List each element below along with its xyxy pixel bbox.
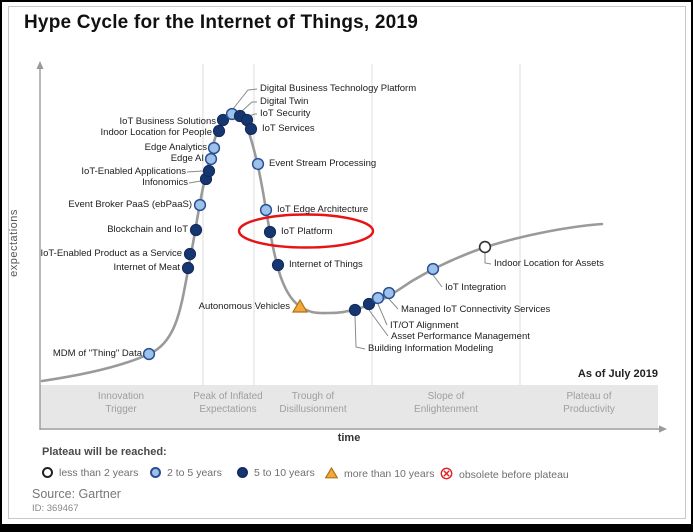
legend-label: less than 2 years bbox=[59, 467, 139, 479]
label-infonomics: Infonomics bbox=[142, 177, 188, 188]
phase-trough-of-disillusionment: Trough of Disillusionment bbox=[279, 391, 347, 415]
label-iot-security: IoT Security bbox=[260, 108, 311, 119]
label-iot-services: IoT Services bbox=[262, 123, 315, 134]
chart-title: Hype Cycle for the Internet of Things, 2… bbox=[24, 12, 418, 33]
phase-slope-of-enlightenment: Slope of Enlightenment bbox=[414, 391, 478, 415]
leader-line-building-information-modeling bbox=[354, 315, 366, 350]
label-edge-analytics: Edge Analytics bbox=[144, 142, 207, 153]
label-mdm-of-thing-data: MDM of "Thing" Data bbox=[52, 348, 142, 359]
label-autonomous-vehicles: Autonomous Vehicles bbox=[198, 301, 290, 312]
phase-band bbox=[40, 385, 658, 428]
point-internet-of-meat bbox=[181, 261, 195, 275]
leader-line-managed-iot-connectivity-services bbox=[388, 298, 399, 310]
as-of-date: As of July 2019 bbox=[577, 368, 658, 380]
legend-item-obsolete-before-plateau: obsolete before plateau bbox=[440, 467, 569, 481]
leader-line-iot-enabled-applications bbox=[186, 170, 204, 173]
more-than-10-years-triangle-icon bbox=[324, 466, 339, 479]
highlight-ellipse bbox=[237, 213, 375, 249]
point-iot-integration bbox=[426, 262, 440, 276]
leader-line-digital-twin bbox=[241, 101, 257, 112]
legend-heading: Plateau will be reached: bbox=[42, 446, 167, 458]
leader-line-digital-business-technology-platform bbox=[232, 88, 258, 110]
point-iot-edge-architecture bbox=[259, 203, 273, 217]
legend-label: 5 to 10 years bbox=[254, 467, 315, 479]
label-internet-of-meat: Internet of Meat bbox=[113, 262, 180, 273]
leader-line-indoor-location-for-assets bbox=[484, 253, 492, 265]
point-iot-services bbox=[244, 122, 258, 136]
leader-line-iot-security bbox=[248, 113, 257, 117]
point-autonomous-vehicles bbox=[291, 298, 309, 313]
label-building-information-modeling: Building Information Modeling bbox=[368, 343, 494, 354]
legend-label: 2 to 5 years bbox=[167, 467, 222, 479]
label-iot-business-solutions: IoT Business Solutions bbox=[119, 116, 216, 127]
document-id: ID: 369467 bbox=[32, 503, 79, 514]
point-managed-iot-connectivity-services bbox=[382, 286, 396, 300]
less-than-2-years-circle-icon bbox=[42, 467, 53, 478]
label-blockchain-and-iot: Blockchain and IoT bbox=[107, 224, 188, 235]
point-iot-enabled-applications bbox=[202, 164, 216, 178]
x-axis-label: time bbox=[337, 432, 361, 444]
label-event-stream-processing: Event Stream Processing bbox=[269, 158, 377, 169]
point-internet-of-things bbox=[271, 258, 285, 272]
legend-item-2-to-5-years: 2 to 5 years bbox=[150, 467, 222, 479]
point-mdm-of-thing-data bbox=[142, 347, 156, 361]
point-building-information-modeling bbox=[348, 303, 362, 317]
obsolete-before-plateau-icon bbox=[440, 467, 453, 480]
point-iot-enabled-product-as-a-service bbox=[183, 247, 197, 261]
5-to-10-years-circle-icon bbox=[237, 467, 248, 478]
point-it-ot-alignment bbox=[371, 291, 385, 305]
label-digital-twin: Digital Twin bbox=[260, 96, 309, 107]
leader-line-asset-performance-management bbox=[368, 309, 389, 337]
point-edge-ai bbox=[204, 152, 218, 166]
y-axis-arrow-icon bbox=[36, 61, 44, 69]
label-iot-enabled-applications: IoT-Enabled Applications bbox=[81, 166, 186, 177]
point-event-stream-processing bbox=[251, 157, 265, 171]
label-iot-platform: IoT Platform bbox=[281, 226, 333, 237]
label-iot-enabled-product-as-a-service: IoT-Enabled Product as a Service bbox=[40, 248, 182, 259]
hype-cycle-plot bbox=[36, 61, 667, 433]
point-blockchain-and-iot bbox=[189, 223, 203, 237]
phase-innovation-trigger: Innovation Trigger bbox=[97, 391, 145, 415]
chart-border-box bbox=[8, 6, 686, 519]
label-digital-business-technology-platform: Digital Business Technology Platform bbox=[260, 83, 417, 94]
leader-line-infonomics bbox=[188, 180, 202, 184]
label-indoor-location-for-people: Indoor Location for People bbox=[100, 127, 212, 138]
phase-peak-of-inflated-expectations: Peak of Inflated Expectations bbox=[193, 391, 263, 415]
2-to-5-years-circle-icon bbox=[150, 467, 161, 478]
point-iot-business-solutions bbox=[216, 113, 230, 127]
leader-line-iot-integration bbox=[432, 274, 443, 288]
point-edge-analytics bbox=[207, 141, 221, 155]
label-event-broker-paas-ebpaas: Event Broker PaaS (ebPaaS) bbox=[68, 199, 192, 210]
legend-item-5-to-10-years: 5 to 10 years bbox=[237, 467, 315, 479]
legend-label: more than 10 years bbox=[344, 468, 435, 480]
y-axis-label: expectations bbox=[8, 209, 20, 277]
label-indoor-location-for-assets: Indoor Location for Assets bbox=[494, 258, 604, 269]
legend-item-less-than-2-years: less than 2 years bbox=[42, 467, 138, 479]
source-text: Source: Gartner bbox=[32, 487, 121, 501]
point-indoor-location-for-assets bbox=[478, 240, 492, 254]
legend-item-more-than-10-years: more than 10 years bbox=[324, 466, 435, 480]
leader-line-it-ot-alignment bbox=[377, 303, 388, 326]
chart-page: Hype Cycle for the Internet of Things, 2… bbox=[2, 2, 691, 524]
point-asset-performance-management bbox=[362, 297, 376, 311]
label-iot-edge-architecture: IoT Edge Architecture bbox=[277, 204, 369, 215]
x-axis-arrow-icon bbox=[659, 425, 667, 433]
label-iot-integration: IoT Integration bbox=[445, 282, 507, 293]
label-edge-ai: Edge AI bbox=[170, 153, 204, 164]
point-event-broker-paas-ebpaas bbox=[193, 198, 207, 212]
label-asset-performance-management: Asset Performance Management bbox=[391, 331, 530, 342]
point-indoor-location-for-people bbox=[212, 124, 226, 138]
legend-label: obsolete before plateau bbox=[459, 469, 569, 481]
label-internet-of-things: Internet of Things bbox=[289, 259, 363, 270]
label-managed-iot-connectivity-services: Managed IoT Connectivity Services bbox=[401, 304, 551, 315]
phase-plateau-of-productivity: Plateau of Productivity bbox=[563, 391, 615, 415]
label-it-ot-alignment: IT/OT Alignment bbox=[390, 320, 459, 331]
point-iot-platform bbox=[263, 225, 277, 239]
